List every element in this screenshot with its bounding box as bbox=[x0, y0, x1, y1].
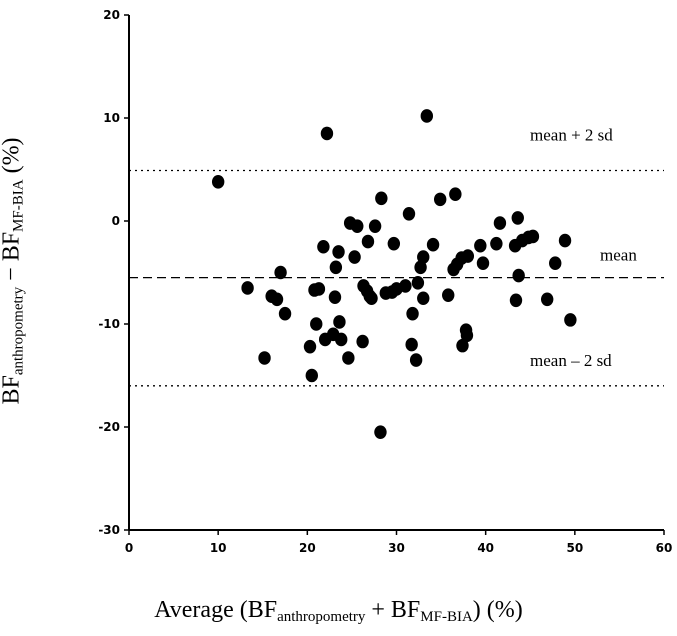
data-point bbox=[493, 216, 507, 230]
data-point bbox=[442, 288, 455, 302]
x-axis-title-sub1: anthropometry bbox=[277, 609, 366, 625]
data-point bbox=[305, 368, 318, 383]
data-point bbox=[509, 293, 523, 308]
data-point bbox=[365, 291, 378, 306]
x-tick-label: 40 bbox=[477, 541, 494, 555]
data-point bbox=[368, 219, 382, 233]
data-point bbox=[411, 276, 425, 290]
data-point bbox=[414, 260, 427, 275]
x-axis-title-sub2: MF-BIA bbox=[420, 609, 473, 625]
data-point bbox=[402, 206, 416, 221]
data-point bbox=[374, 425, 387, 439]
y-axis-title-main: BF bbox=[0, 375, 25, 405]
data-point bbox=[426, 237, 440, 252]
reference-lines: mean + 2 sd mean mean – 2 sd bbox=[129, 126, 664, 387]
axes: 0 10 20 30 40 50 60 -30 -20 -10 0 10 20 bbox=[98, 8, 672, 555]
data-point bbox=[348, 250, 361, 264]
data-point bbox=[320, 126, 334, 141]
data-point bbox=[474, 238, 487, 253]
data-point bbox=[310, 317, 323, 331]
scatter-plot: mean + 2 sd mean mean – 2 sd 0 10 20 30 40 50 60… bbox=[98, 8, 672, 555]
x-tick-label: 60 bbox=[656, 541, 673, 555]
data-point bbox=[512, 268, 525, 283]
x-tick-label: 0 bbox=[125, 541, 133, 555]
data-point bbox=[540, 292, 554, 307]
data-point bbox=[490, 236, 503, 251]
data-point bbox=[342, 351, 355, 365]
data-point bbox=[278, 306, 292, 321]
x-axis-title-main: Average (BF bbox=[154, 597, 278, 623]
y-axis-title-mid: − BF bbox=[0, 231, 25, 287]
data-point bbox=[333, 315, 346, 329]
data-point bbox=[526, 229, 540, 244]
data-point bbox=[558, 233, 572, 248]
reference-line-label: mean bbox=[600, 246, 637, 265]
y-tick-label: 10 bbox=[103, 111, 120, 125]
data-point bbox=[405, 337, 418, 352]
data-point bbox=[328, 290, 342, 305]
data-point bbox=[564, 313, 577, 327]
reference-line-label: mean – 2 sd bbox=[530, 351, 612, 370]
data-point bbox=[433, 192, 447, 207]
data-point bbox=[417, 291, 430, 306]
x-axis-title: Average (BFanthropometry + BFMF-BIA) (%) bbox=[0, 597, 677, 626]
data-point bbox=[476, 256, 490, 271]
y-tick-label: -10 bbox=[98, 317, 120, 331]
data-points bbox=[211, 109, 577, 439]
x-tick-label: 20 bbox=[299, 541, 316, 555]
data-point bbox=[335, 332, 348, 347]
y-axis-title-sub1: anthropometry bbox=[10, 286, 27, 376]
data-point bbox=[211, 175, 225, 189]
y-axis-title-sub2: MF-BIA bbox=[10, 179, 27, 232]
data-point bbox=[274, 265, 287, 280]
data-point bbox=[406, 306, 419, 321]
data-point bbox=[258, 351, 271, 365]
data-point bbox=[375, 191, 388, 206]
x-tick-label: 30 bbox=[388, 541, 405, 555]
data-point bbox=[351, 219, 364, 233]
data-point bbox=[409, 353, 423, 367]
data-point bbox=[449, 187, 462, 202]
x-tick-label: 10 bbox=[210, 541, 227, 555]
data-point bbox=[312, 282, 326, 296]
data-point bbox=[456, 338, 469, 353]
y-axis-title-end: (%) bbox=[0, 137, 25, 180]
data-point bbox=[329, 260, 343, 275]
y-tick-label: -20 bbox=[98, 420, 120, 434]
x-axis-title-end: ) (%) bbox=[472, 597, 523, 623]
data-point bbox=[332, 245, 345, 259]
data-point bbox=[241, 281, 254, 295]
y-axis-title: BFanthropometry − BFMF-BIA (%) bbox=[0, 137, 28, 405]
data-point bbox=[303, 339, 317, 354]
data-point bbox=[270, 292, 284, 307]
reference-line-label: mean + 2 sd bbox=[530, 126, 613, 145]
x-tick-label: 50 bbox=[566, 541, 583, 555]
data-point bbox=[317, 239, 330, 254]
data-point bbox=[549, 256, 562, 271]
data-point bbox=[420, 109, 434, 123]
data-point bbox=[461, 249, 475, 263]
data-point bbox=[460, 328, 474, 343]
y-tick-label: 0 bbox=[112, 214, 120, 228]
data-point bbox=[399, 279, 412, 293]
data-point bbox=[511, 211, 524, 225]
data-point bbox=[417, 250, 430, 264]
y-tick-label: -30 bbox=[98, 523, 120, 537]
data-point bbox=[387, 236, 401, 251]
data-point bbox=[361, 234, 375, 249]
data-point bbox=[356, 334, 369, 349]
y-tick-label: 20 bbox=[103, 8, 120, 22]
x-axis-title-mid: + BF bbox=[365, 597, 421, 623]
